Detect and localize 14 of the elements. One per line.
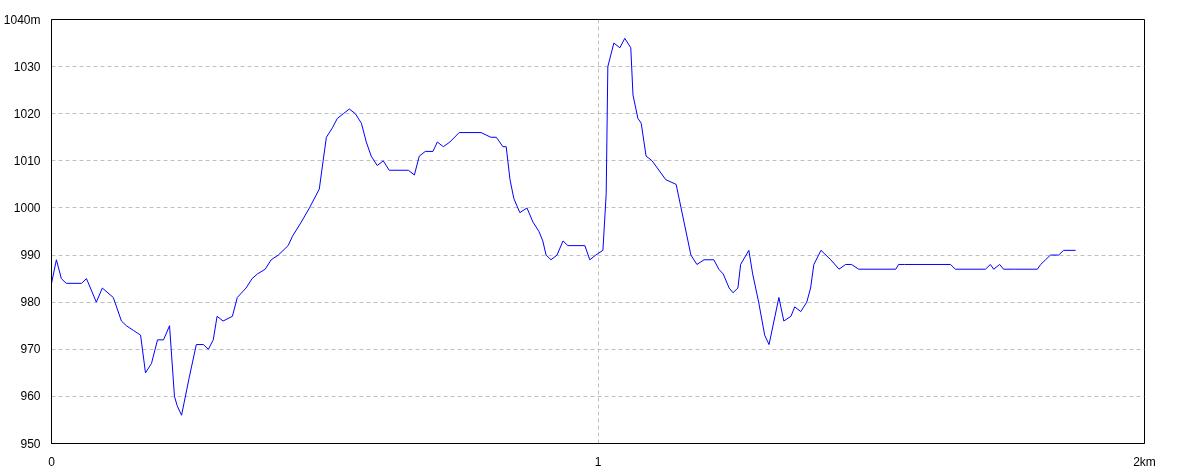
line-series xyxy=(51,37,1077,416)
y-tick-label: 990 xyxy=(20,248,41,263)
y-tick-label: 1020 xyxy=(13,106,41,121)
x-tick-label: 2km xyxy=(1133,454,1156,469)
y-tick-label: 970 xyxy=(20,342,41,357)
x-tick-label: 1 xyxy=(594,454,602,469)
y-tick-label: 980 xyxy=(20,295,41,310)
x-tick-label: 0 xyxy=(48,454,56,469)
y-tick-label: 950 xyxy=(20,436,41,451)
y-tick-label: 1030 xyxy=(13,59,41,74)
y-tick-label: 960 xyxy=(20,389,41,404)
y-tick-label: 1000 xyxy=(13,200,41,215)
y-tick-label: 1040m xyxy=(3,12,41,27)
y-tick-label: 1010 xyxy=(13,153,41,168)
